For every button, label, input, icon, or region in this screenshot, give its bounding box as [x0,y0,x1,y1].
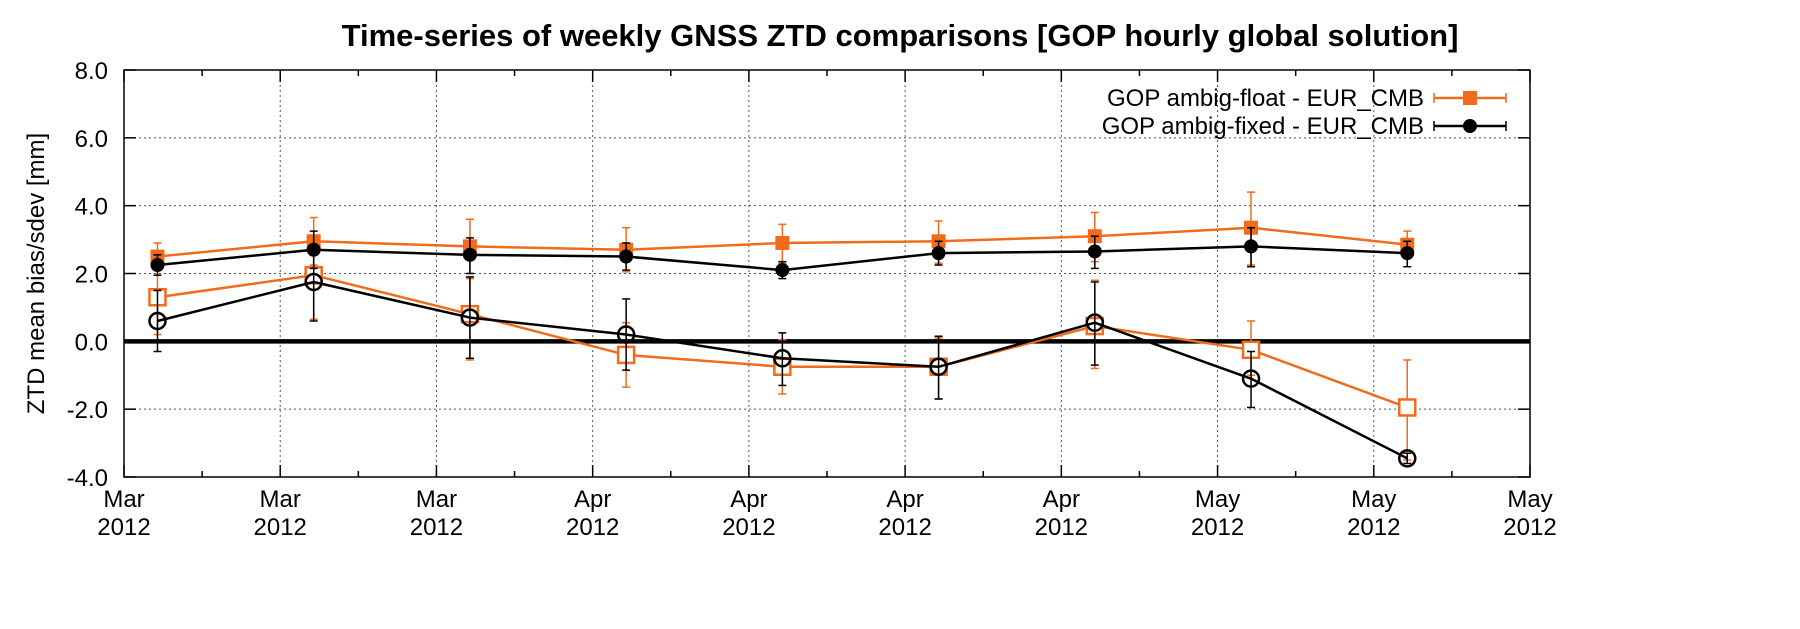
x-tick-label-year: 2012 [1191,514,1244,541]
x-tick-label-year: 2012 [410,514,463,541]
data-point [773,349,792,368]
data-point [1241,369,1261,388]
series-bias-gop-ambig-fixed-eur-cmb [148,238,1417,468]
x-tick-label-year: 2012 [878,514,931,541]
y-tick-label: 8.0 [75,58,108,85]
data-point [462,247,477,262]
x-tick-label-month: Apr [1043,486,1080,513]
x-tick-label-month: Mar [416,486,457,513]
series-layer [148,191,1417,468]
x-tick-label-month: Apr [886,486,923,513]
y-tick-label: 0.0 [75,329,108,356]
axis-ticks: -4.0-2.00.02.04.06.08.0Mar2012Mar2012Mar… [67,58,1557,541]
x-tick-label-year: 2012 [1503,514,1556,541]
y-tick-label: 6.0 [75,126,108,153]
data-point [775,235,790,250]
x-tick-label-year: 2012 [1347,514,1400,541]
data-point [148,311,167,331]
data-point [929,357,948,377]
data-point [1400,246,1415,261]
x-tick-label-month: Mar [103,486,144,513]
x-tick-label-year: 2012 [1035,514,1088,541]
x-tick-label-month: May [1507,486,1552,513]
data-point [1398,449,1417,468]
x-tick-label-year: 2012 [254,514,307,541]
x-tick-label-month: May [1195,486,1240,513]
legend-marker [1463,119,1477,133]
x-tick-label-month: May [1351,486,1396,513]
y-tick-label: 2.0 [75,262,108,289]
x-tick-label-month: Apr [574,486,611,513]
data-point [775,263,790,278]
data-point [619,249,634,264]
x-tick-label-month: Apr [730,486,767,513]
series-sdev-gop-ambig-fixed-eur-cmb [150,226,1415,280]
data-point [1087,244,1102,259]
chart-title: Time-series of weekly GNSS ZTD compariso… [341,18,1459,53]
x-tick-label-year: 2012 [722,514,775,541]
y-tick-label: -4.0 [67,465,108,492]
legend-label: GOP ambig-float - EUR_CMB [1107,85,1424,112]
data-point [1085,313,1105,332]
data-point [304,272,323,292]
y-tick-label: -2.0 [67,397,108,424]
legend-marker [1463,91,1477,105]
x-tick-label-year: 2012 [566,514,619,541]
data-point [306,242,321,257]
series-line [157,280,1408,460]
data-point [616,325,636,344]
data-point [460,308,480,327]
legend-label: GOP ambig-fixed - EUR_CMB [1102,113,1424,140]
y-tick-label: 4.0 [75,194,108,221]
x-tick-label-year: 2012 [97,514,150,541]
data-point [931,246,946,261]
data-point [1244,239,1259,254]
data-point [150,258,165,273]
x-tick-label-month: Mar [260,486,301,513]
data-point [1398,398,1417,417]
y-axis-label: ZTD mean bias/sdev [mm] [23,133,50,414]
